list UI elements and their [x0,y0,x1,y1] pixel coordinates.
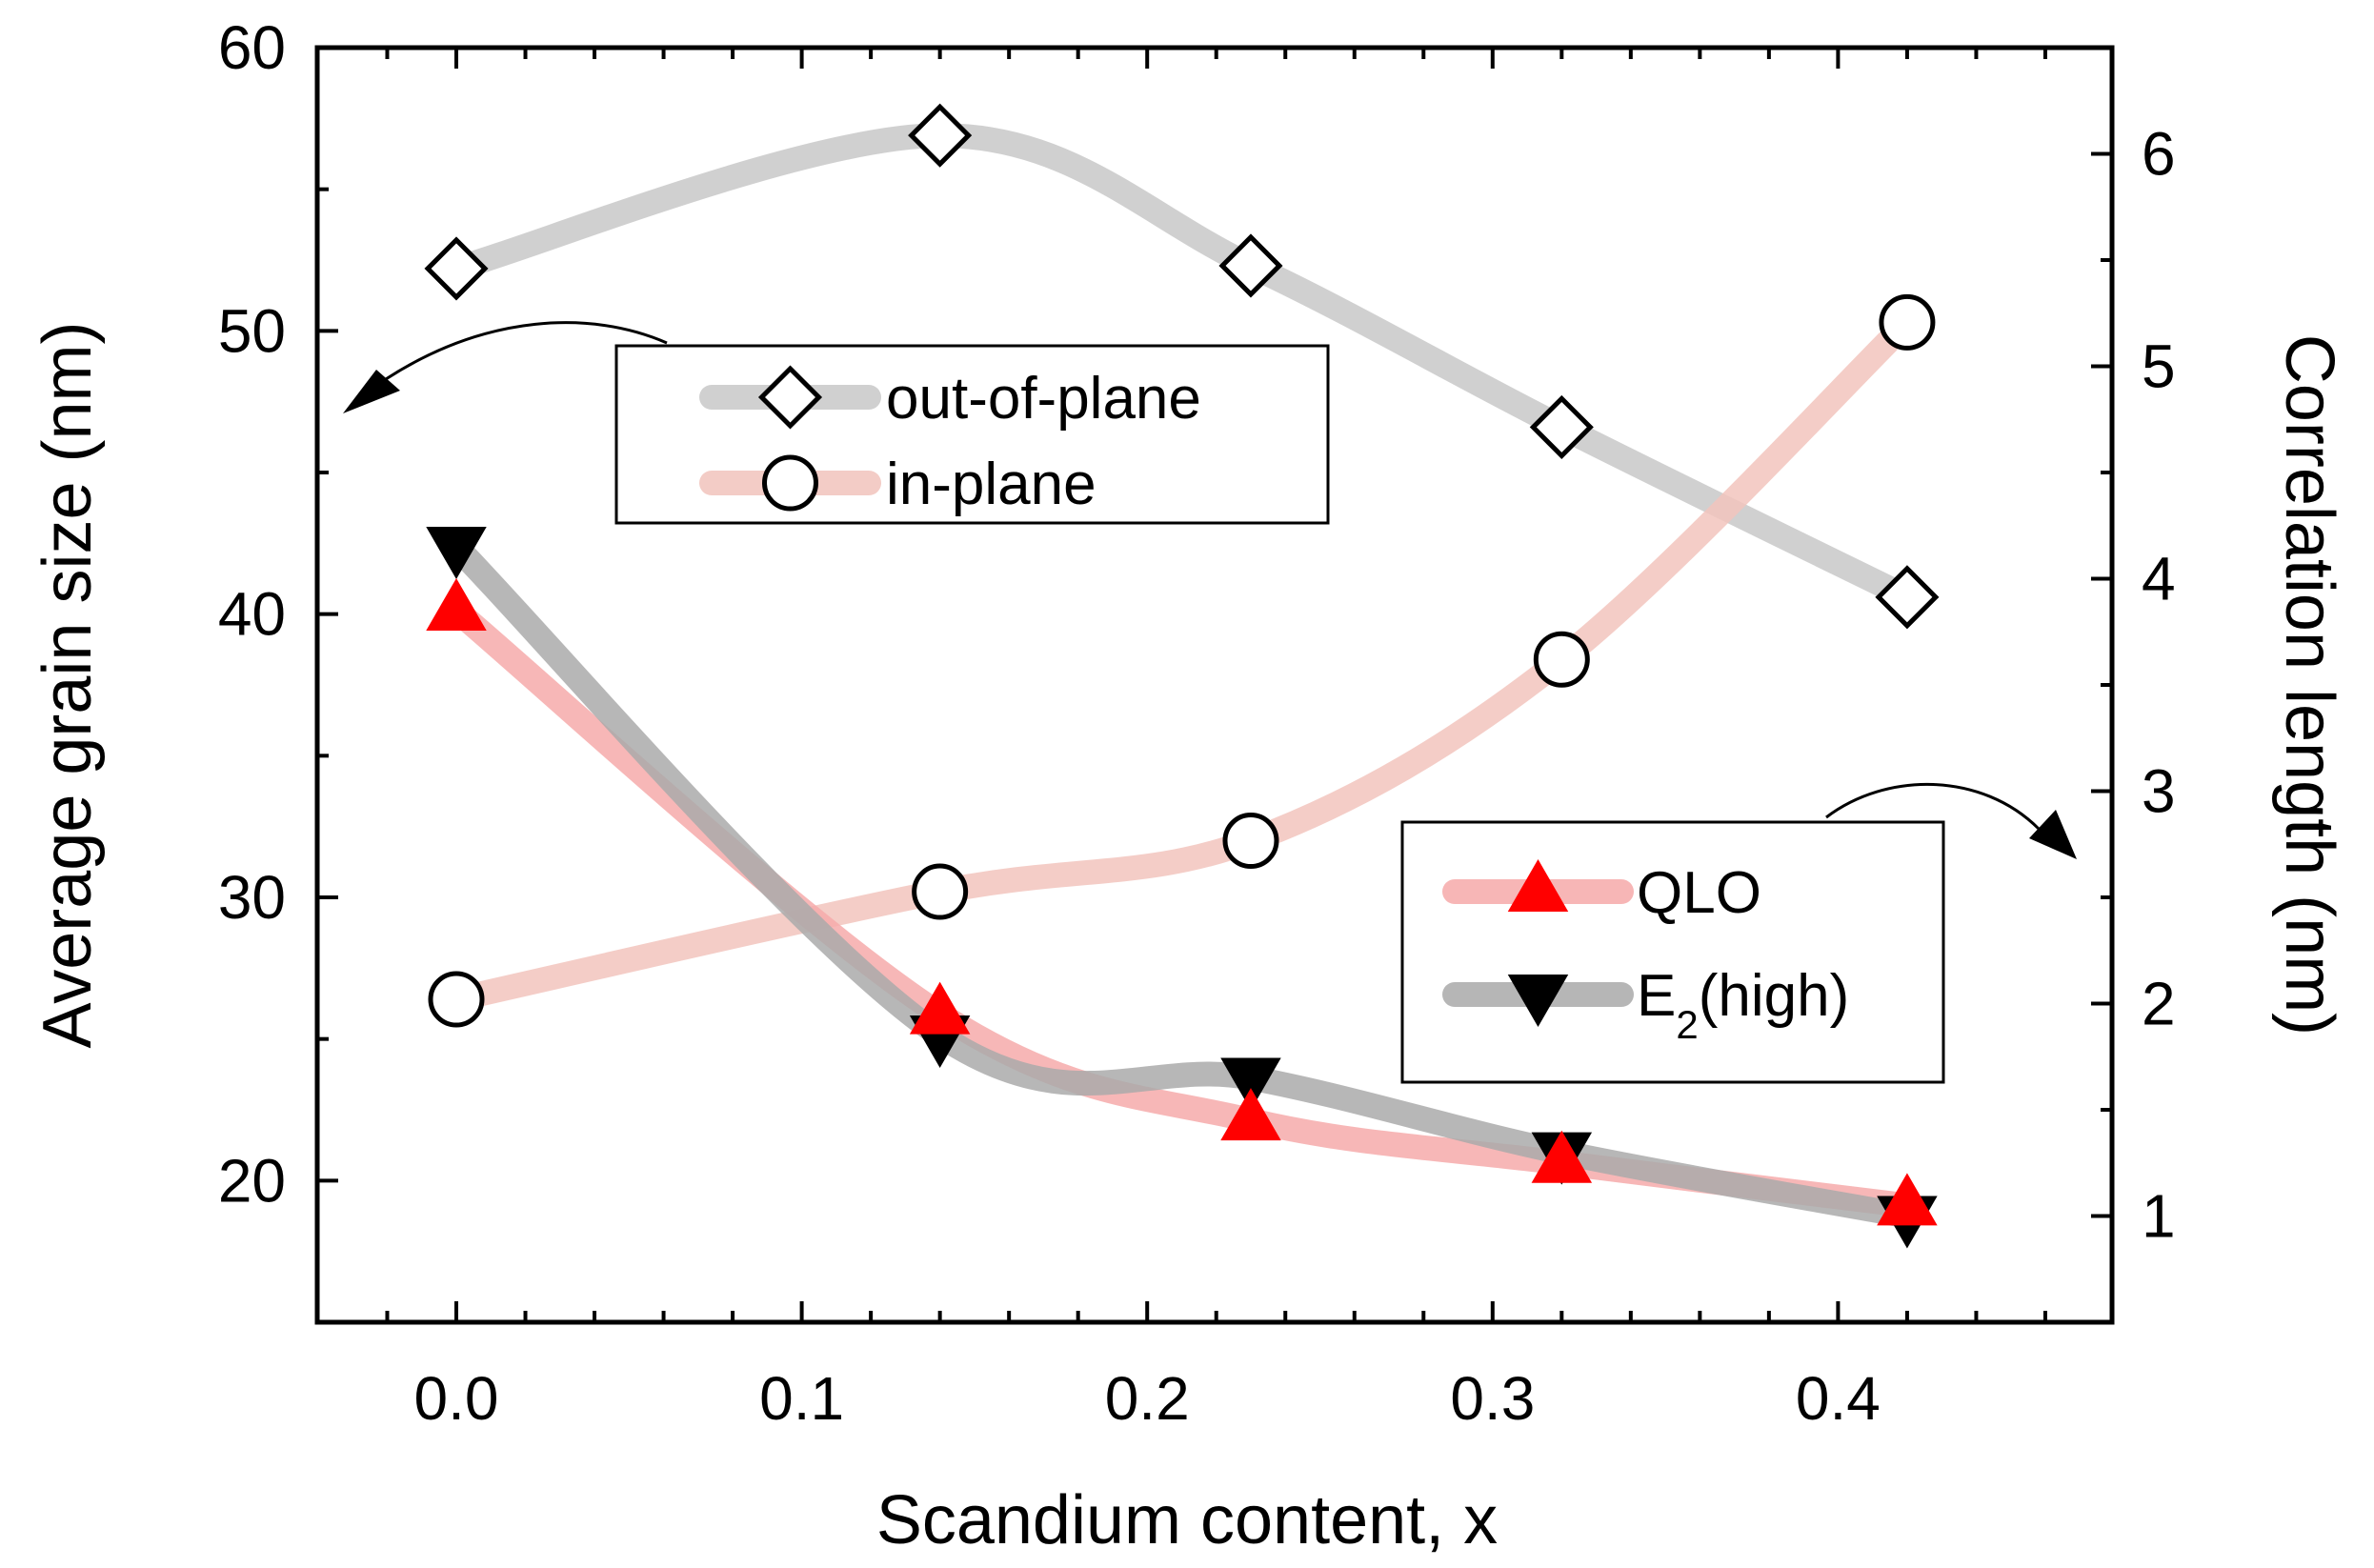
legend-marker [1507,975,1569,1028]
data-point-0-0 [424,236,489,301]
legend-bottom: QLO E2(high) [1400,820,1945,1084]
x-tick-label: 0.0 [414,1364,499,1433]
annotation-arrow-right [1825,782,2077,859]
legend-label: QLO [1637,860,1761,926]
data-point-2-0 [426,577,487,631]
axis-ticks [317,46,2112,1324]
x-tick-label: 0.4 [1796,1364,1881,1433]
y-left-tick-label: 60 [218,13,286,82]
legend-marker [757,365,823,430]
data-point-1-3 [1533,631,1590,688]
legend-marker [1507,858,1569,912]
data-point-0-4 [1875,565,1940,630]
data-point-1-1 [912,863,969,920]
data-point-2-1 [909,981,971,1035]
data-point-1-4 [1879,293,1936,351]
data-point-1-0 [428,971,485,1028]
tick-labels: 0.0 0.1 0.2 0.3 0.4 20 30 40 50 60 1 2 3 4 5 6 [218,13,2176,1433]
data-point-0-3 [1529,394,1594,459]
y-right-tick-label: 5 [2142,332,2176,401]
x-axis-title: Scandium content, x [876,1482,1498,1558]
y-left-tick-label: 40 [218,580,286,649]
y-right-tick-label: 2 [2142,970,2176,1038]
legend-item: in-plane [699,452,1096,517]
data-point-2-2 [1220,1088,1281,1141]
y-right-tick-label: 3 [2142,757,2176,826]
legend-item: QLO [1442,858,1761,926]
y-right-tick-label: 4 [2142,545,2176,613]
y-left-tick-label: 30 [218,863,286,932]
legend-label: out-of-plane [886,366,1201,432]
annotation-arrow-left [343,321,668,413]
y-axis-right-title: Correlation length (nm) [2271,334,2347,1035]
legend-item: E2(high) [1442,963,1849,1047]
legend-label: E2(high) [1637,963,1849,1047]
data-markers [424,103,1940,1249]
data-point-0-2 [1218,233,1283,298]
y-left-tick-label: 20 [218,1146,286,1215]
x-tick-label: 0.1 [759,1364,844,1433]
series-line-3 [444,534,1920,1229]
legend-top: out-of-plane in-plane [614,344,1330,525]
y-axis-left-title: Average grain size (nm) [30,322,106,1049]
legend-item: out-of-plane [699,365,1201,432]
legend-marker [762,454,818,512]
x-tick-label: 0.2 [1105,1364,1190,1433]
x-tick-label: 0.3 [1450,1364,1535,1433]
data-point-0-1 [908,103,973,168]
data-point-3-0 [426,527,487,580]
y-left-tick-label: 50 [218,296,286,365]
data-point-2-4 [1877,1173,1938,1226]
legend-label: in-plane [886,452,1096,517]
y-right-tick-label: 6 [2142,120,2176,189]
data-point-2-3 [1531,1130,1593,1183]
y-right-tick-label: 1 [2142,1182,2176,1251]
data-point-3-2 [1220,1057,1281,1111]
data-point-1-2 [1222,813,1279,870]
